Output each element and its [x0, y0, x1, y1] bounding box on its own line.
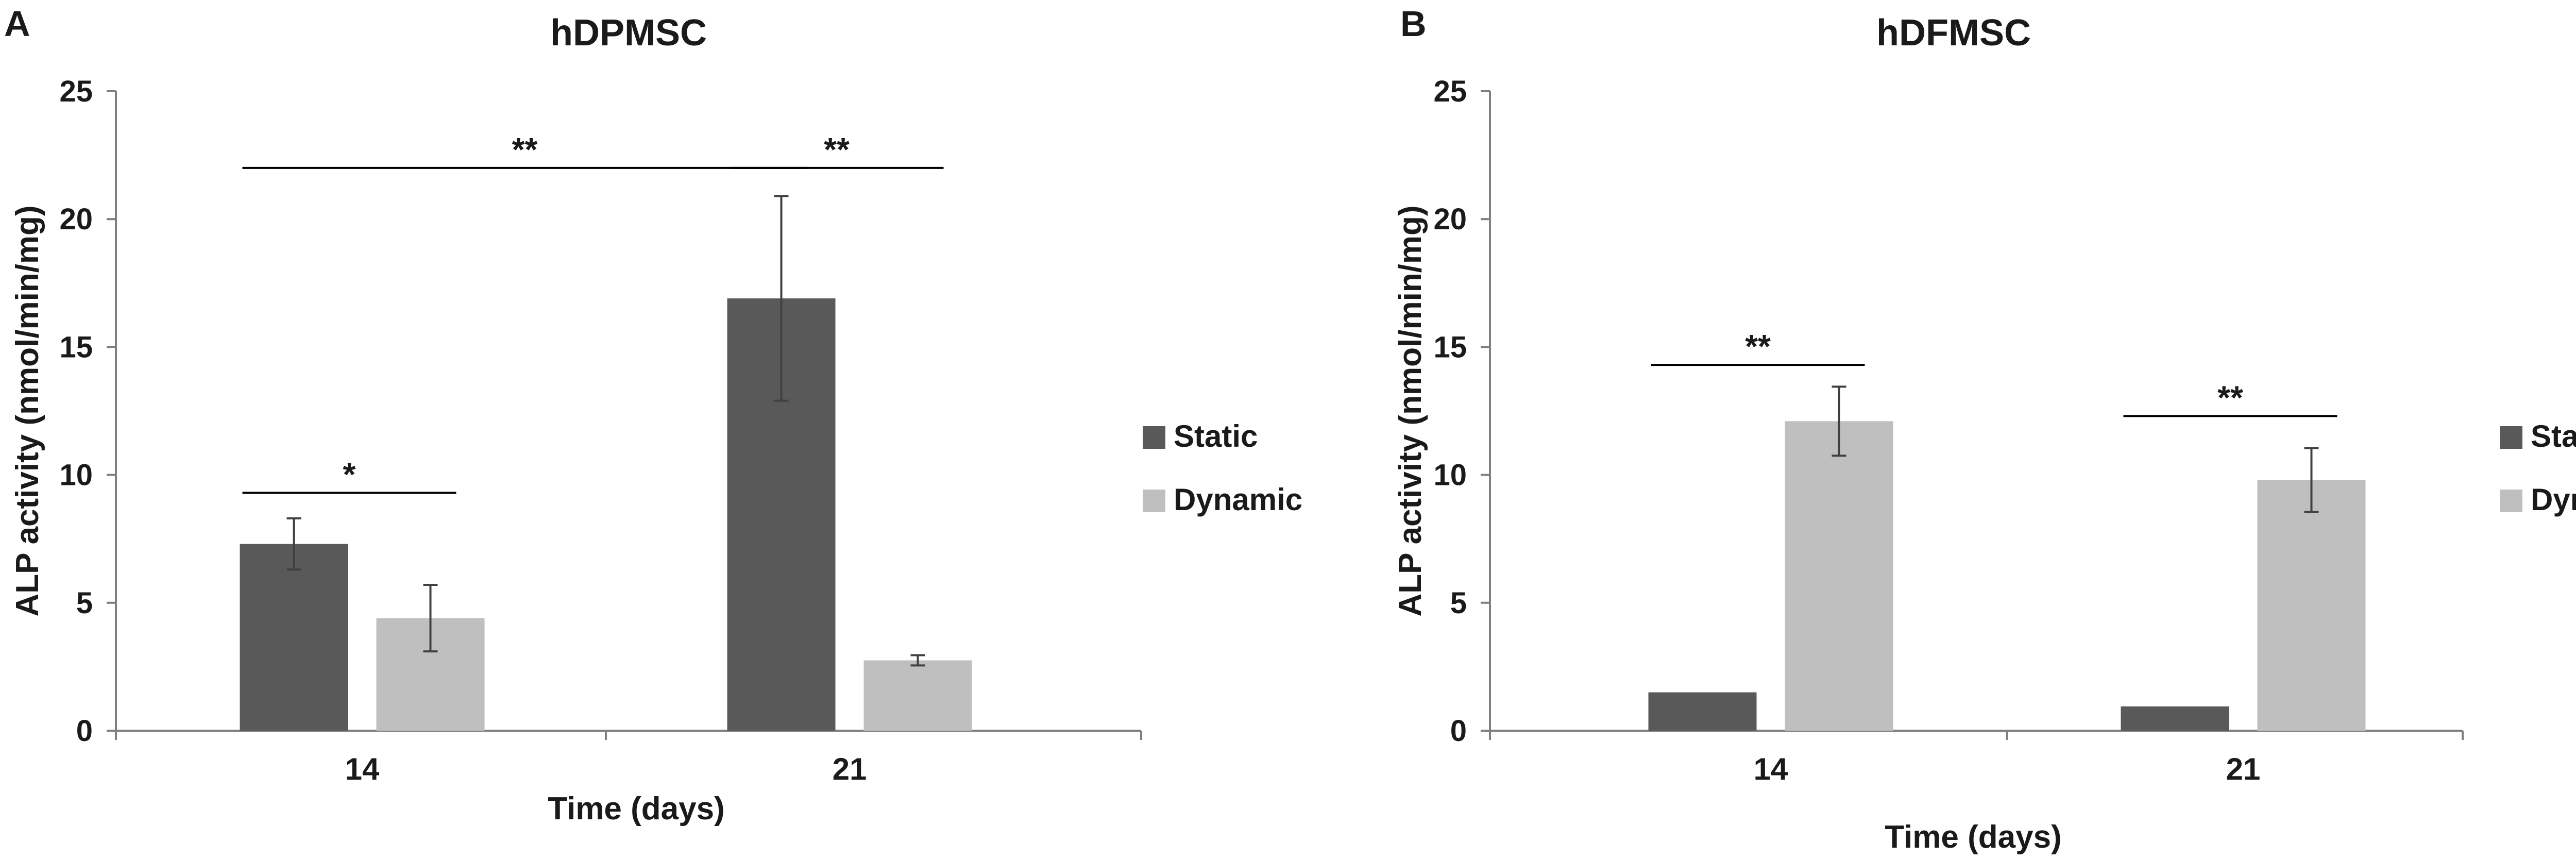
significance-marker: *	[343, 456, 356, 493]
bar-dynamic-day-21	[2257, 480, 2366, 731]
bar-static-day-14	[1648, 692, 1757, 731]
chart-title: hDFMSC	[1876, 12, 2031, 54]
significance-marker: **	[1745, 328, 1771, 365]
legend-label-dynamic: Dynamic	[1174, 482, 1302, 517]
significance-marker: **	[2217, 379, 2243, 416]
y-tick-label: 0	[76, 714, 93, 748]
legend-label-static: Static	[2531, 419, 2576, 453]
legend-swatch-static	[2500, 426, 2522, 449]
x-tick-label: 21	[2226, 752, 2261, 786]
legend-label-static: Static	[1174, 419, 1258, 453]
y-tick-label: 15	[1433, 330, 1467, 364]
y-tick-label: 25	[59, 75, 93, 108]
legend-label-dynamic: Dynamic	[2531, 482, 2576, 517]
panel-letter: B	[1400, 4, 1427, 44]
legend-swatch-dynamic	[2500, 490, 2522, 512]
y-tick-label: 25	[1433, 75, 1467, 108]
y-tick-label: 5	[76, 586, 93, 620]
legend-swatch-dynamic	[1143, 490, 1165, 512]
x-axis-label: Time (days)	[1885, 819, 2061, 855]
chart-title: hDPMSC	[550, 12, 707, 54]
bar-dynamic-day-14	[1785, 421, 1893, 731]
y-tick-label: 15	[59, 330, 93, 364]
bar-static-day-14	[240, 544, 348, 731]
bar-static-day-21	[2121, 706, 2229, 731]
y-tick-label: 10	[59, 459, 93, 492]
significance-marker: **	[824, 131, 850, 168]
y-tick-label: 0	[1450, 714, 1467, 748]
x-tick-label: 21	[833, 752, 867, 786]
significance-marker: **	[512, 131, 538, 168]
x-tick-label: 14	[1754, 752, 1788, 786]
y-tick-label: 20	[59, 203, 93, 236]
y-axis-label: ALP activity (nmol/min/mg)	[1393, 205, 1428, 616]
x-axis-label: Time (days)	[548, 791, 724, 827]
bar-dynamic-day-21	[863, 660, 972, 731]
y-tick-label: 5	[1450, 586, 1467, 620]
y-axis-label: ALP activity (nmol/min/mg)	[10, 205, 45, 616]
panel-letter: A	[4, 4, 30, 44]
y-tick-label: 20	[1433, 203, 1467, 236]
x-tick-label: 14	[345, 752, 380, 786]
y-tick-label: 10	[1433, 459, 1467, 492]
legend-swatch-static	[1143, 426, 1165, 449]
